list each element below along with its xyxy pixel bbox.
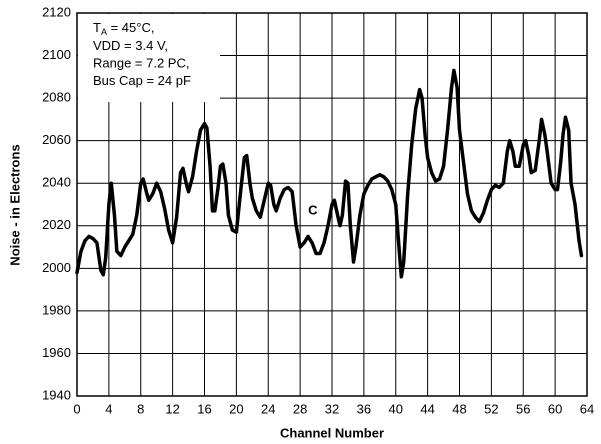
x-tick-label: 12 <box>165 401 179 416</box>
annotation-line: Range = 7.2 PC, <box>93 55 189 70</box>
x-tick-label: 24 <box>261 401 275 416</box>
annotation-line: Bus Cap = 24 pF <box>93 73 191 88</box>
x-tick-label: 4 <box>105 401 112 416</box>
x-tick-label: 60 <box>548 401 562 416</box>
annotation-subscript: A <box>101 27 107 37</box>
y-tick-label: 2100 <box>42 47 71 62</box>
annotation-line: VDD = 3.4 V, <box>93 38 168 53</box>
x-tick-label: 20 <box>229 401 243 416</box>
annotation-text: T <box>93 20 101 35</box>
x-tick-label: 36 <box>357 401 371 416</box>
x-tick-label: 56 <box>516 401 530 416</box>
x-tick-label: 40 <box>389 401 403 416</box>
annotation-line: TA = 45°C, <box>93 20 154 37</box>
y-tick-label: 2080 <box>42 90 71 105</box>
y-tick-label: 2020 <box>42 217 71 232</box>
x-tick-label: 0 <box>73 401 80 416</box>
x-tick-label: 16 <box>197 401 211 416</box>
x-tick-label: 28 <box>293 401 307 416</box>
x-tick-label: 8 <box>137 401 144 416</box>
plot-frame <box>76 12 588 397</box>
x-tick-label: 32 <box>325 401 339 416</box>
annotation-text: = 45°C, <box>107 20 154 35</box>
data-line <box>75 68 584 279</box>
y-axis-label: Noise - in Electrons <box>7 144 22 265</box>
annotation-box <box>78 14 220 102</box>
y-tick-label: 1960 <box>42 345 71 360</box>
x-axis-label: Channel Number <box>280 425 384 440</box>
y-tick-label: 2060 <box>42 132 71 147</box>
x-tick-label: 52 <box>484 401 498 416</box>
x-tick-label: 44 <box>420 401 434 416</box>
y-tick-label: 2120 <box>42 4 71 19</box>
y-tick-label: 2000 <box>42 260 71 275</box>
y-tick-label: 1980 <box>42 302 71 317</box>
y-tick-label: 2040 <box>42 175 71 190</box>
y-tick-label: 1940 <box>42 387 71 402</box>
x-tick-label: 64 <box>580 401 594 416</box>
x-tick-label: 48 <box>452 401 466 416</box>
curve-label: C <box>308 202 318 217</box>
